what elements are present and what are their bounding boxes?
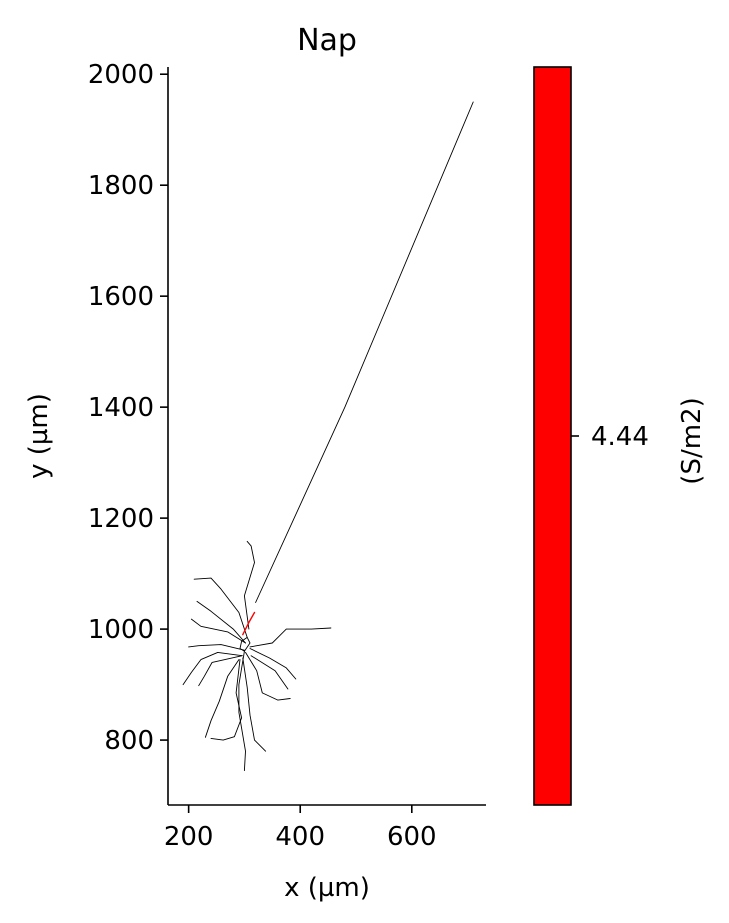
dendrite-branch — [243, 540, 255, 630]
dendrite-branch — [196, 600, 246, 644]
x-tick-label: 400 — [275, 822, 325, 852]
dendrite-branch — [193, 577, 248, 638]
axon-line — [255, 101, 474, 603]
axon-initial-segment-line — [242, 611, 256, 636]
dendrite-branch — [198, 655, 243, 687]
morphology-lines — [182, 101, 474, 772]
y-tick-label: 2000 — [88, 60, 154, 90]
colorbar-fill — [533, 66, 572, 806]
dendrite-branch — [249, 648, 297, 680]
y-ticks: 800 1000 1200 1400 1600 1800 2000 — [88, 60, 168, 756]
y-axis-label: y (µm) — [24, 393, 54, 479]
dendrite-branch — [249, 627, 332, 648]
y-tick-label: 1200 — [88, 504, 154, 534]
dendrite-branch — [190, 618, 246, 644]
dendrite-branch — [188, 644, 245, 651]
x-tick-label: 200 — [164, 822, 214, 852]
dendrite-branch — [210, 659, 243, 741]
chart-title: Nap — [297, 23, 357, 58]
x-axis-label: x (µm) — [284, 873, 370, 903]
soma-line — [239, 636, 251, 652]
y-tick-label: 1000 — [88, 615, 154, 645]
y-tick-label: 1400 — [88, 393, 154, 423]
x-tick-label: 600 — [387, 822, 437, 852]
dendrite-branch — [182, 651, 243, 686]
colorbar: 4.44 (S/m2) — [533, 66, 707, 806]
y-tick-label: 800 — [104, 726, 154, 756]
colorbar-tick-label: 4.44 — [591, 422, 649, 452]
dendrite-branch — [238, 650, 246, 772]
dendrite-branch — [245, 651, 291, 701]
x-ticks: 200 400 600 — [164, 805, 437, 852]
plot-area: 200 400 600 800 1000 1200 1400 1600 1800 2000 x … — [24, 60, 486, 903]
dendrite-branch — [250, 655, 289, 690]
y-tick-label: 1800 — [88, 171, 154, 201]
dendrite-branch — [204, 659, 240, 738]
dendrite-branch — [242, 657, 267, 752]
y-tick-label: 1600 — [88, 282, 154, 312]
colorbar-label: (S/m2) — [677, 397, 707, 484]
